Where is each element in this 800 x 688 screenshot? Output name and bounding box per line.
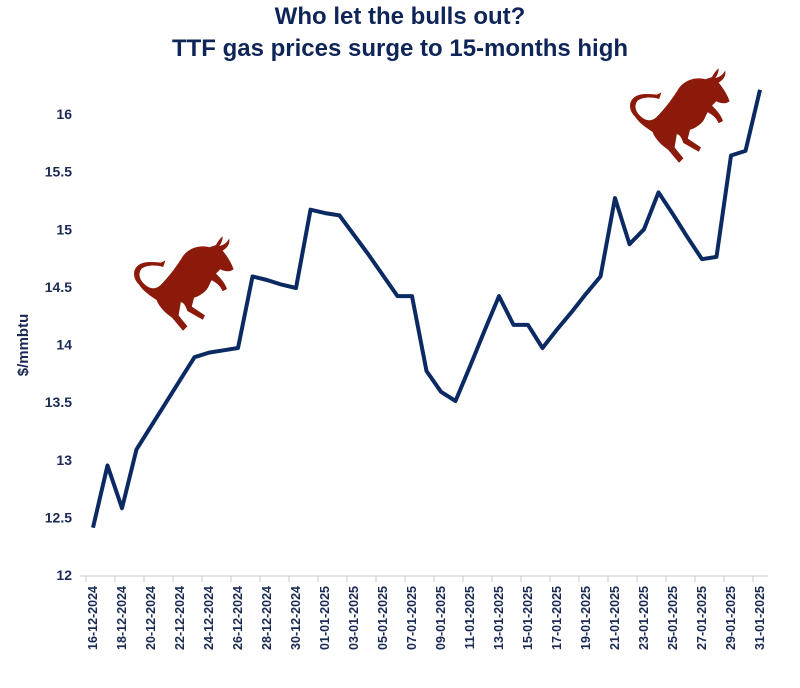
chart-title-line-1: Who let the bulls out? xyxy=(275,3,526,30)
x-tick-label: 11-01-2025 xyxy=(463,586,477,649)
x-tick-label: 09-01-2025 xyxy=(434,586,448,650)
y-tick-label: 16 xyxy=(56,106,72,122)
y-tick-label: 14.5 xyxy=(45,279,72,295)
y-tick-label: 14 xyxy=(56,337,72,353)
y-tick-label: 15.5 xyxy=(45,164,72,180)
x-tick-label: 23-01-2025 xyxy=(637,586,651,650)
y-tick-label: 13.5 xyxy=(45,394,72,410)
y-axis-label: $/mmbtu xyxy=(15,314,32,377)
chart-title-line-2: TTF gas prices surge to 15-months high xyxy=(172,35,628,62)
x-tick-label: 30-12-2024 xyxy=(289,586,303,650)
x-tick-label: 19-01-2025 xyxy=(579,586,593,650)
bull-silhouette xyxy=(134,236,234,331)
y-tick-label: 12 xyxy=(56,567,72,583)
x-tick-label: 26-12-2024 xyxy=(231,586,245,650)
x-tick-label: 07-01-2025 xyxy=(405,586,419,650)
x-tick-label: 05-01-2025 xyxy=(376,586,390,650)
y-tick-label: 15 xyxy=(56,221,72,237)
x-tick-label: 15-01-2025 xyxy=(521,586,535,650)
x-tick-label: 16-12-2024 xyxy=(86,586,100,650)
x-tick-label: 28-12-2024 xyxy=(260,586,274,650)
y-tick-label: 12.5 xyxy=(45,509,72,525)
y-tick-label: 13 xyxy=(56,452,72,468)
x-tick-label: 29-01-2025 xyxy=(724,586,738,650)
x-tick-label: 31-01-2025 xyxy=(753,586,767,650)
x-tick-label: 18-12-2024 xyxy=(115,586,129,650)
x-tick-label: 24-12-2024 xyxy=(202,586,216,650)
x-tick-label: 13-01-2025 xyxy=(492,586,506,650)
x-tick-label: 21-01-2025 xyxy=(608,586,622,650)
x-tick-label: 03-01-2025 xyxy=(347,586,361,650)
bull-silhouette xyxy=(630,68,730,163)
x-tick-label: 27-01-2025 xyxy=(695,586,709,650)
bull-icon xyxy=(630,68,730,163)
bull-icon xyxy=(134,236,234,331)
x-tick-label: 20-12-2024 xyxy=(144,586,158,650)
x-tick-label: 22-12-2024 xyxy=(173,586,187,650)
x-tick-label: 25-01-2025 xyxy=(666,586,680,650)
x-tick-label: 01-01-2025 xyxy=(318,586,332,650)
x-tick-label: 17-01-2025 xyxy=(550,586,564,650)
